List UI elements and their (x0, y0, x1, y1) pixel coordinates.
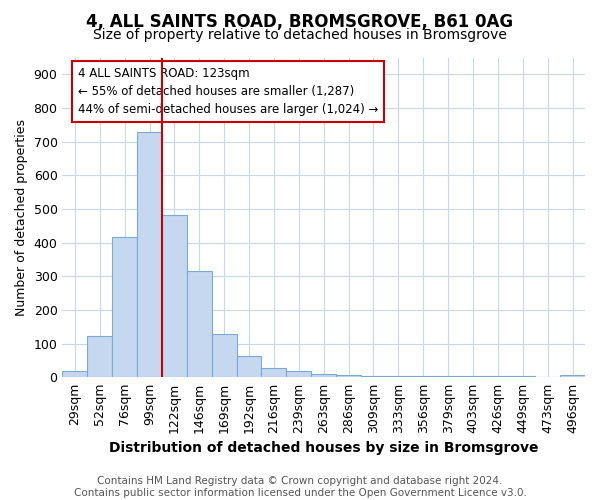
Text: 4, ALL SAINTS ROAD, BROMSGROVE, B61 0AG: 4, ALL SAINTS ROAD, BROMSGROVE, B61 0AG (86, 12, 514, 30)
Bar (511, 376, 535, 378)
Bar (485, 376, 511, 378)
Text: 4 ALL SAINTS ROAD: 123sqm
← 55% of detached houses are smaller (1,287)
44% of se: 4 ALL SAINTS ROAD: 123sqm ← 55% of detac… (78, 67, 379, 116)
Text: Size of property relative to detached houses in Bromsgrove: Size of property relative to detached ho… (93, 28, 507, 42)
Bar (461, 376, 485, 378)
Bar (386, 376, 411, 378)
Bar (137, 132, 162, 378)
Bar (62, 370, 88, 378)
Y-axis label: Number of detached properties: Number of detached properties (15, 119, 28, 316)
X-axis label: Distribution of detached houses by size in Bromsgrove: Distribution of detached houses by size … (109, 441, 538, 455)
Bar (311, 374, 336, 378)
Bar (361, 376, 386, 378)
Bar (411, 376, 436, 378)
Bar (112, 237, 137, 378)
Bar (187, 272, 212, 378)
Bar (262, 368, 286, 378)
Bar (436, 376, 461, 378)
Bar (560, 374, 585, 378)
Bar (162, 215, 187, 378)
Bar (336, 374, 361, 378)
Bar (212, 334, 236, 378)
Text: Contains HM Land Registry data © Crown copyright and database right 2024.
Contai: Contains HM Land Registry data © Crown c… (74, 476, 526, 498)
Bar (286, 372, 311, 378)
Bar (236, 356, 262, 378)
Bar (88, 336, 112, 378)
